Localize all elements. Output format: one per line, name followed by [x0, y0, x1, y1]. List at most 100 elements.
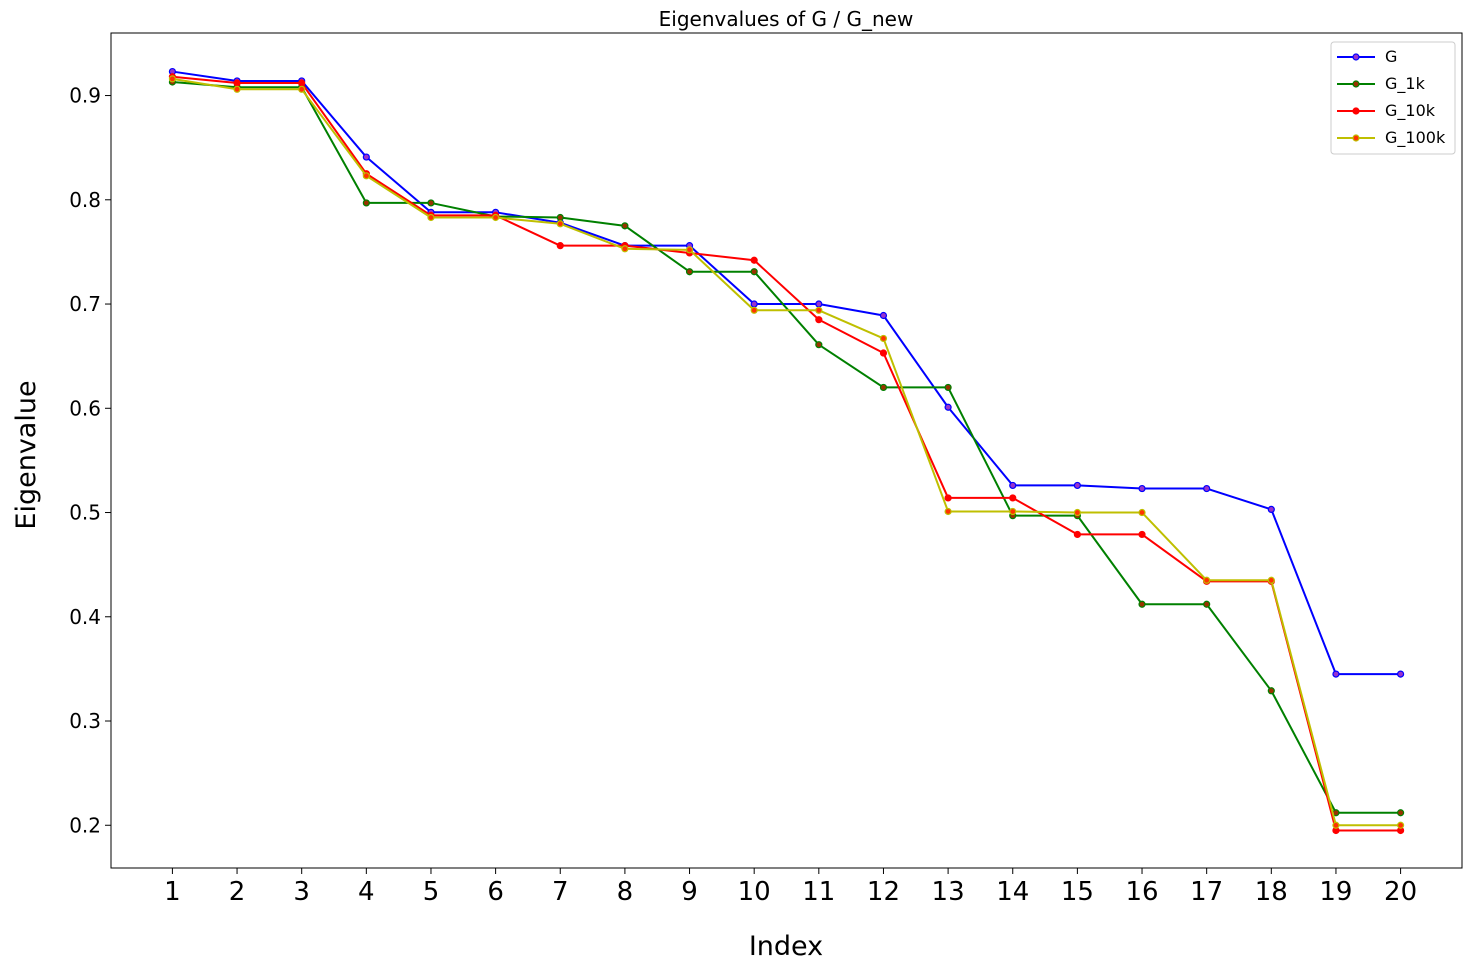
- legend-label: G_1k: [1385, 74, 1426, 94]
- x-tick-label: 17: [1190, 877, 1223, 907]
- data-point: [815, 341, 823, 349]
- y-tick-label: 0.4: [69, 605, 101, 629]
- data-point: [556, 213, 564, 222]
- y-tick-label: 0.5: [69, 501, 101, 525]
- data-point: [1267, 576, 1275, 584]
- x-tick-label: 20: [1384, 877, 1417, 907]
- data-point: [1332, 670, 1340, 678]
- data-point: [879, 383, 888, 392]
- data-point: [362, 172, 370, 180]
- legend-entry: G_10k: [1337, 101, 1436, 121]
- x-tick-label: 9: [681, 877, 698, 907]
- data-point: [1396, 821, 1405, 829]
- x-tick-label: 6: [487, 877, 504, 907]
- data-point: [298, 79, 306, 87]
- x-axis: 1 2 3 4 5 6 7 8 9 10 11 12 13 14 15 16 17 18 19 20: [164, 868, 1417, 907]
- legend-marker: [1352, 53, 1360, 61]
- x-tick-label: 12: [867, 877, 900, 907]
- x-tick-label: 11: [802, 877, 835, 907]
- data-point: [1138, 508, 1146, 517]
- x-tick-label: 4: [358, 877, 375, 907]
- series-line: [172, 77, 1401, 827]
- data-point: [1203, 576, 1211, 584]
- data-point: [685, 246, 694, 254]
- x-tick-label: 15: [1061, 877, 1094, 907]
- data-point: [1138, 530, 1146, 539]
- x-axis-label: Index: [749, 931, 823, 962]
- series-g-10k: [168, 73, 1405, 835]
- data-point: [427, 213, 435, 222]
- data-point: [1203, 484, 1211, 493]
- data-point: [1396, 809, 1405, 817]
- legend-box: [1330, 41, 1456, 155]
- x-tick-label: 14: [996, 877, 1029, 907]
- data-point: [1009, 481, 1017, 490]
- data-point: [879, 311, 888, 320]
- data-point: [233, 85, 241, 93]
- y-axis: 0.2 0.3 0.4 0.5 0.6 0.7 0.8 0.9: [69, 84, 111, 837]
- data-point: [1267, 505, 1275, 513]
- x-tick-label: 2: [229, 877, 246, 907]
- legend-marker: [1352, 134, 1360, 142]
- data-point: [944, 507, 952, 516]
- data-point: [879, 349, 888, 357]
- data-point: [492, 213, 500, 222]
- data-point: [362, 153, 370, 161]
- data-point: [1203, 600, 1211, 608]
- data-point: [944, 383, 952, 392]
- data-point: [233, 79, 241, 87]
- x-tick-label: 13: [932, 877, 965, 907]
- data-point: [621, 245, 629, 253]
- y-tick-label: 0.2: [69, 813, 101, 837]
- legend-marker: [1352, 80, 1360, 88]
- plot-frame: [110, 32, 1463, 869]
- x-tick-label: 16: [1125, 877, 1158, 907]
- data-point: [1332, 821, 1340, 829]
- data-point: [944, 403, 952, 411]
- legend-entry: G_100k: [1337, 128, 1446, 148]
- data-point: [168, 75, 177, 83]
- data-point: [1009, 507, 1017, 516]
- data-point: [750, 256, 758, 264]
- x-tick-label: 18: [1255, 877, 1288, 907]
- x-tick-label: 19: [1319, 877, 1352, 907]
- data-point: [1396, 670, 1405, 678]
- data-point: [1073, 481, 1081, 490]
- data-point: [556, 242, 564, 250]
- chart-title: Eigenvalues of G / G_new: [659, 7, 914, 31]
- plot-area: [168, 67, 1405, 835]
- x-tick-label: 7: [552, 877, 569, 907]
- series-line: [172, 81, 1401, 814]
- data-point: [944, 494, 952, 502]
- legend-label: G_10k: [1385, 101, 1436, 121]
- data-point: [815, 300, 823, 308]
- legend-entry: G: [1337, 47, 1397, 66]
- series-line: [172, 70, 1401, 676]
- legend-label: G: [1385, 47, 1397, 66]
- legend-marker: [1352, 107, 1360, 115]
- data-point: [1073, 508, 1081, 517]
- legend-label: G_100k: [1385, 128, 1446, 148]
- data-point: [1138, 600, 1146, 608]
- legend: G G_1k G_10k G_100k: [1330, 41, 1456, 155]
- data-point: [427, 199, 435, 207]
- data-point: [1267, 687, 1275, 695]
- y-tick-label: 0.8: [69, 188, 101, 212]
- y-tick-label: 0.7: [69, 292, 101, 316]
- x-tick-label: 3: [293, 877, 310, 907]
- series-g-100k: [168, 75, 1405, 829]
- data-point: [362, 199, 370, 207]
- y-tick-label: 0.6: [69, 396, 101, 420]
- data-point: [750, 306, 758, 314]
- data-point: [1073, 530, 1081, 539]
- data-point: [815, 316, 823, 324]
- data-point: [750, 268, 758, 276]
- data-point: [750, 300, 758, 308]
- legend-entry: G_1k: [1337, 74, 1426, 94]
- data-point: [1138, 484, 1146, 493]
- x-tick-label: 10: [738, 877, 771, 907]
- y-tick-label: 0.3: [69, 709, 101, 733]
- data-point: [298, 85, 306, 93]
- x-tick-label: 5: [423, 877, 440, 907]
